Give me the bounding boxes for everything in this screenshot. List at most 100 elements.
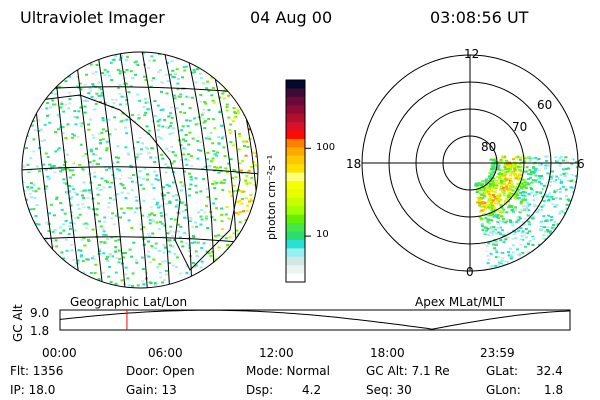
pixel <box>164 126 168 129</box>
pixel <box>479 188 483 191</box>
pixel <box>537 179 541 182</box>
pixel <box>502 276 505 278</box>
pixel <box>32 108 36 111</box>
pixel <box>196 241 200 244</box>
pixel <box>254 164 258 167</box>
pixel <box>200 218 204 221</box>
pixel <box>26 257 30 260</box>
pixel <box>219 56 223 59</box>
pixel <box>494 184 498 187</box>
pixel <box>525 265 529 268</box>
pixel <box>167 286 171 288</box>
pixel <box>204 219 208 222</box>
pixel <box>237 253 241 256</box>
pixel <box>153 282 157 285</box>
pixel <box>137 117 141 120</box>
pixel <box>229 263 233 266</box>
pixel <box>526 173 530 176</box>
pixel <box>63 212 67 215</box>
pixel <box>59 202 63 205</box>
pixel <box>135 60 139 63</box>
pixel <box>537 180 541 183</box>
pixel <box>191 262 195 265</box>
pixel <box>164 213 168 216</box>
pixel <box>493 208 497 211</box>
pixel <box>501 186 505 189</box>
pixel <box>180 240 184 243</box>
colorbar-swatch <box>286 223 305 232</box>
pixel <box>497 196 501 199</box>
pixel <box>550 249 554 252</box>
pixel <box>502 208 506 211</box>
pixel <box>494 240 498 243</box>
pixel <box>137 118 141 121</box>
pixel <box>24 198 28 201</box>
pixel <box>62 223 66 226</box>
pixel <box>118 177 122 180</box>
pixel <box>248 182 252 185</box>
pixel <box>69 285 73 288</box>
pixel <box>559 174 563 177</box>
pixel <box>527 212 531 215</box>
meridian-line <box>161 52 193 288</box>
pixel <box>488 214 492 217</box>
pixel <box>105 255 109 258</box>
pixel <box>98 86 102 89</box>
geographic-image <box>22 52 258 288</box>
pixel <box>251 254 255 257</box>
pixel <box>506 250 510 253</box>
pixel <box>489 231 493 234</box>
pixel <box>103 286 107 288</box>
pixel <box>53 229 57 232</box>
pixel <box>580 209 583 211</box>
pixel <box>205 250 209 253</box>
pixel <box>92 136 96 139</box>
pixel <box>521 233 525 236</box>
pixel <box>492 211 496 214</box>
pixel <box>171 195 175 198</box>
pixel <box>26 105 30 108</box>
pixel <box>98 248 102 251</box>
pixel <box>105 130 109 133</box>
pixel <box>565 235 569 238</box>
pixel <box>249 194 253 197</box>
right-panel-label: Apex MLat/MLT <box>415 295 505 309</box>
pixel <box>196 157 200 160</box>
pixel <box>82 181 86 184</box>
pixel <box>145 236 149 239</box>
pixel <box>225 206 229 209</box>
pixel <box>74 217 78 220</box>
pixel <box>108 133 112 136</box>
pixel <box>24 101 28 104</box>
pixel <box>146 152 150 155</box>
pixel <box>84 222 88 225</box>
pixel <box>571 171 575 174</box>
pixel <box>79 249 83 252</box>
pixel <box>67 70 71 73</box>
pixel <box>35 81 39 84</box>
pixel <box>43 187 47 190</box>
pixel <box>105 140 109 143</box>
pixel <box>489 158 493 161</box>
pixel <box>248 79 252 82</box>
pixel <box>549 180 553 183</box>
pixel <box>214 258 218 261</box>
pixel <box>193 71 197 74</box>
pixel <box>217 234 221 237</box>
pixel <box>503 180 507 183</box>
pixel <box>562 227 566 230</box>
pixel <box>161 281 165 284</box>
pixel <box>64 103 68 106</box>
pixel <box>84 287 88 288</box>
pixel <box>205 215 209 218</box>
pixel <box>190 59 194 62</box>
pixel <box>551 174 555 177</box>
pixel <box>480 184 484 187</box>
pixel <box>104 149 108 152</box>
pixel <box>558 187 562 190</box>
pixel <box>567 167 571 170</box>
pixel <box>148 281 152 284</box>
pixel <box>203 101 207 104</box>
pixel <box>71 141 75 144</box>
pixel <box>151 218 155 221</box>
